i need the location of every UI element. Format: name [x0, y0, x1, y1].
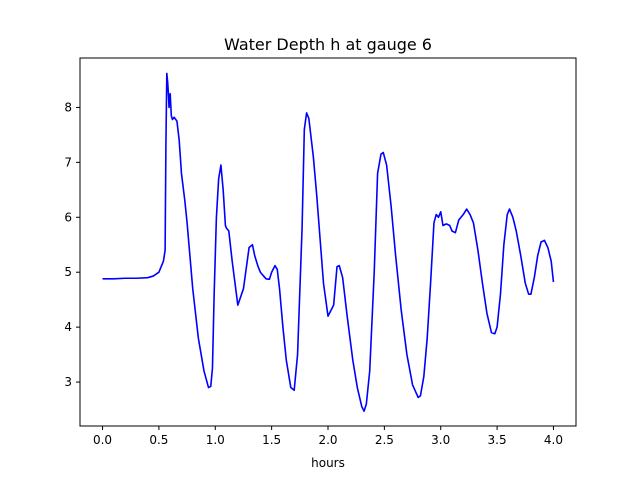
- x-tick-label: 3.0: [431, 433, 450, 447]
- x-axis-label: hours: [311, 456, 345, 470]
- x-axis: 0.0 0.5 1.0 1.5 2.0 2.5 3.0 3.5 4.0: [93, 426, 563, 447]
- series-layer: [102, 72, 555, 412]
- x-tick-label: 2.5: [375, 433, 394, 447]
- y-tick-label: 7: [64, 155, 72, 169]
- y-tick-label: 3: [64, 375, 72, 389]
- x-tick-label: 1.5: [262, 433, 281, 447]
- chart-title: Water Depth h at gauge 6: [224, 35, 432, 54]
- x-tick-label: 0.5: [149, 433, 168, 447]
- x-tick-label: 1.0: [206, 433, 225, 447]
- y-tick-label: 5: [64, 265, 72, 279]
- x-tick-label: 3.5: [488, 433, 507, 447]
- x-tick-label: 4.0: [544, 433, 563, 447]
- plot-frame: [79, 57, 577, 427]
- y-tick-label: 8: [64, 100, 72, 114]
- y-tick-label: 4: [64, 320, 72, 334]
- y-tick-label: 6: [64, 210, 72, 224]
- x-tick-label: 2.0: [318, 433, 337, 447]
- series-line-0: [102, 72, 555, 412]
- y-axis: 3 4 5 6 7 8: [64, 100, 80, 389]
- x-tick-label: 0.0: [93, 433, 112, 447]
